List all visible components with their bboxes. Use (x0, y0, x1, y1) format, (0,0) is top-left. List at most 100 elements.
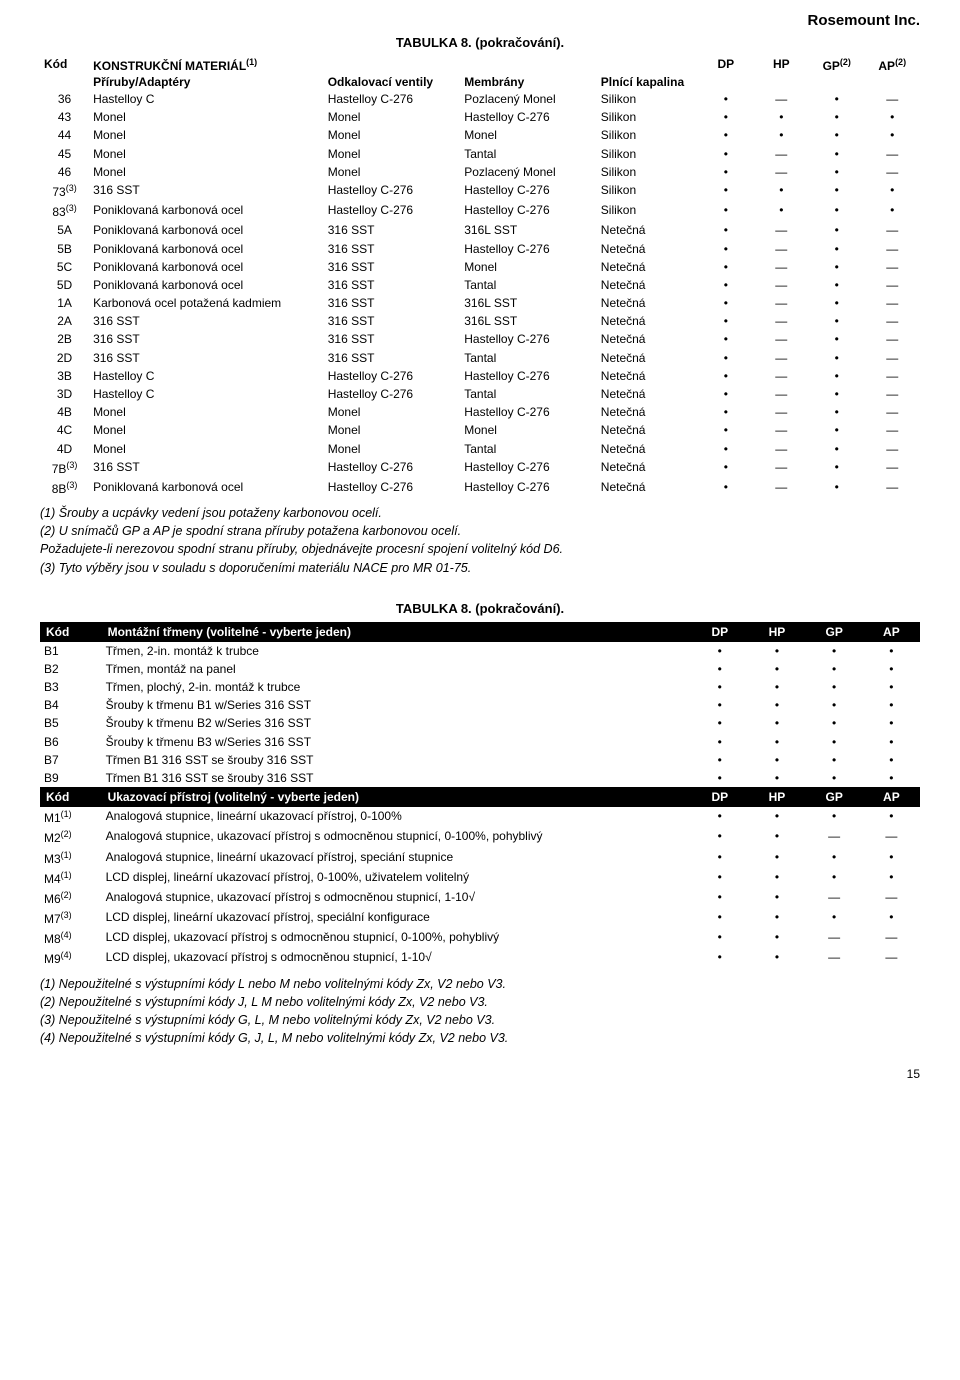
code-cell: M8(4) (40, 928, 102, 948)
mark-cell: • (691, 714, 748, 732)
mark-cell: • (698, 421, 753, 439)
mark-cell: — (754, 367, 809, 385)
mark-cell: • (864, 201, 920, 221)
mark-cell: • (863, 714, 920, 732)
mark-cell: • (691, 827, 748, 847)
footnote-line: (1) Nepoužitelné s výstupními kódy L neb… (40, 975, 920, 993)
mark-cell: • (698, 240, 753, 258)
desc-cell: LCD displej, ukazovací přístroj s odmocn… (102, 928, 692, 948)
mark-cell: • (863, 660, 920, 678)
material-cell: Monel (324, 403, 461, 421)
mark-cell: • (809, 126, 864, 144)
mark-cell: • (698, 403, 753, 421)
mark-cell: • (748, 948, 805, 968)
material-cell: 316L SST (460, 312, 597, 330)
table-row: 44MonelMonelMonelSilikon•••• (40, 126, 920, 144)
mark-cell: — (754, 440, 809, 458)
material-cell: Tantal (460, 440, 597, 458)
mark-cell: • (698, 458, 753, 478)
mark-cell: • (806, 678, 863, 696)
hdr-hp: HP (754, 56, 809, 90)
brand-title: Rosemount Inc. (40, 12, 920, 29)
material-cell: Monel (89, 126, 324, 144)
table-row: M9(4)LCD displej, ukazovací přístroj s o… (40, 948, 920, 968)
mark-cell: — (754, 90, 809, 108)
code-cell: M4(1) (40, 868, 102, 888)
desc-cell: LCD displej, lineární ukazovací přístroj… (102, 908, 692, 928)
table-row: 1AKarbonová ocel potažená kadmiem316 SST… (40, 294, 920, 312)
hdr-kod: Kód (40, 622, 102, 642)
mark-cell: • (698, 330, 753, 348)
table-options: KódMontážní třmeny (volitelné - vyberte … (40, 622, 920, 969)
material-cell: Silikon (597, 90, 698, 108)
material-cell: Hastelloy C-276 (460, 458, 597, 478)
mark-cell: • (748, 848, 805, 868)
desc-cell: Analogová stupnice, ukazovací přístroj s… (102, 827, 692, 847)
hdr-gp-text: GP (823, 59, 840, 73)
mark-cell: • (806, 660, 863, 678)
mark-cell: — (864, 330, 920, 348)
footnote-line: Požadujete-li nerezovou spodní stranu př… (40, 540, 920, 558)
material-cell: Tantal (460, 385, 597, 403)
table-row: 5DPoniklovaná karbonová ocel316 SSTTanta… (40, 276, 920, 294)
material-cell: Tantal (460, 349, 597, 367)
mark-cell: • (698, 294, 753, 312)
hdr-dp: DP (698, 56, 753, 90)
material-cell: Hastelloy C-276 (460, 403, 597, 421)
material-cell: Monel (460, 258, 597, 276)
code-cell: 4B (40, 403, 89, 421)
code-cell: M9(4) (40, 948, 102, 968)
material-cell: 316 SST (324, 276, 461, 294)
mark-cell: • (691, 908, 748, 928)
footnote-line: (2) Nepoužitelné s výstupními kódy J, L … (40, 993, 920, 1011)
table-row: B3Třmen, plochý, 2-in. montáž k trubce••… (40, 678, 920, 696)
mark-cell: • (691, 848, 748, 868)
mark-cell: • (691, 642, 748, 660)
code-cell: 83(3) (40, 201, 89, 221)
hdr-gp-sup: (2) (840, 57, 851, 67)
mark-cell: • (698, 90, 753, 108)
mark-cell: — (754, 385, 809, 403)
mark-cell: — (863, 928, 920, 948)
hdr-ap: AP(2) (864, 56, 920, 90)
footnote-line: (4) Nepoužitelné s výstupními kódy G, J,… (40, 1029, 920, 1047)
mark-cell: • (748, 678, 805, 696)
mark-cell: — (864, 163, 920, 181)
mark-cell: • (698, 367, 753, 385)
material-cell: Poniklovaná karbonová ocel (89, 201, 324, 221)
code-cell: B5 (40, 714, 102, 732)
mark-cell: • (691, 751, 748, 769)
code-cell: 5C (40, 258, 89, 276)
table-row: 5BPoniklovaná karbonová ocel316 SSTHaste… (40, 240, 920, 258)
section-header-row: KódMontážní třmeny (volitelné - vyberte … (40, 622, 920, 642)
mark-cell: — (863, 948, 920, 968)
code-cell: 46 (40, 163, 89, 181)
mark-cell: • (863, 868, 920, 888)
mark-cell: • (754, 181, 809, 201)
code-cell: B9 (40, 769, 102, 787)
mark-cell: • (809, 458, 864, 478)
material-cell: Hastelloy C-276 (324, 385, 461, 403)
material-cell: Silikon (597, 163, 698, 181)
material-cell: 316L SST (460, 221, 597, 239)
mark-cell: • (809, 349, 864, 367)
section-title: Montážní třmeny (volitelné - vyberte jed… (102, 622, 692, 642)
mark-cell: • (691, 769, 748, 787)
hdr-c4: Plnící kapalina (597, 74, 698, 90)
table-row: 2B316 SST316 SSTHastelloy C-276Netečná•—… (40, 330, 920, 348)
mark-cell: — (864, 385, 920, 403)
material-cell: Hastelloy C-276 (460, 367, 597, 385)
code-cell: M6(2) (40, 888, 102, 908)
mark-cell: • (863, 807, 920, 827)
footnote-line: (3) Nepoužitelné s výstupními kódy G, L,… (40, 1011, 920, 1029)
material-cell: Monel (89, 440, 324, 458)
material-cell: Hastelloy C (89, 90, 324, 108)
table-row: B1Třmen, 2-in. montáž k trubce•••• (40, 642, 920, 660)
mark-cell: • (809, 421, 864, 439)
desc-cell: Třmen, 2-in. montáž k trubce (102, 642, 692, 660)
mark-cell: • (863, 848, 920, 868)
mark-cell: • (748, 807, 805, 827)
mark-cell: • (864, 181, 920, 201)
code-cell: 7B(3) (40, 458, 89, 478)
hdr-col: HP (748, 622, 805, 642)
